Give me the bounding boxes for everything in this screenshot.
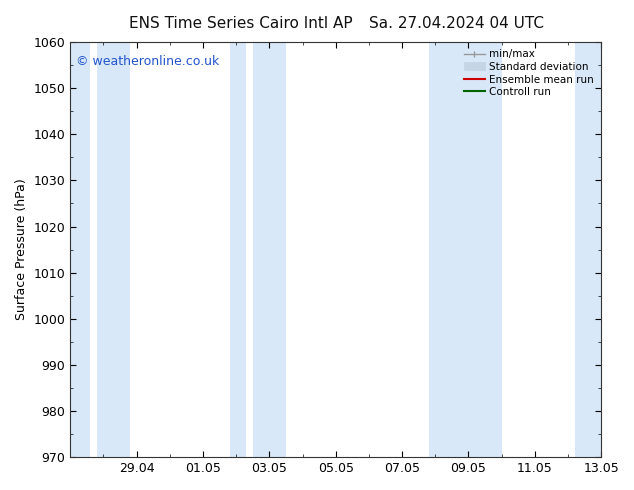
Bar (429, 42, 501, 457)
Text: Sa. 27.04.2024 04 UTC: Sa. 27.04.2024 04 UTC (369, 16, 544, 31)
Text: ENS Time Series Cairo Intl AP: ENS Time Series Cairo Intl AP (129, 16, 353, 31)
Legend: min/max, Standard deviation, Ensemble mean run, Controll run: min/max, Standard deviation, Ensemble me… (462, 47, 596, 99)
Bar (230, 42, 246, 457)
Bar (70, 42, 90, 457)
Bar (253, 42, 286, 457)
Bar (574, 42, 601, 457)
Text: © weatheronline.co.uk: © weatheronline.co.uk (75, 54, 219, 68)
Y-axis label: Surface Pressure (hPa): Surface Pressure (hPa) (15, 179, 28, 320)
Bar (97, 42, 130, 457)
